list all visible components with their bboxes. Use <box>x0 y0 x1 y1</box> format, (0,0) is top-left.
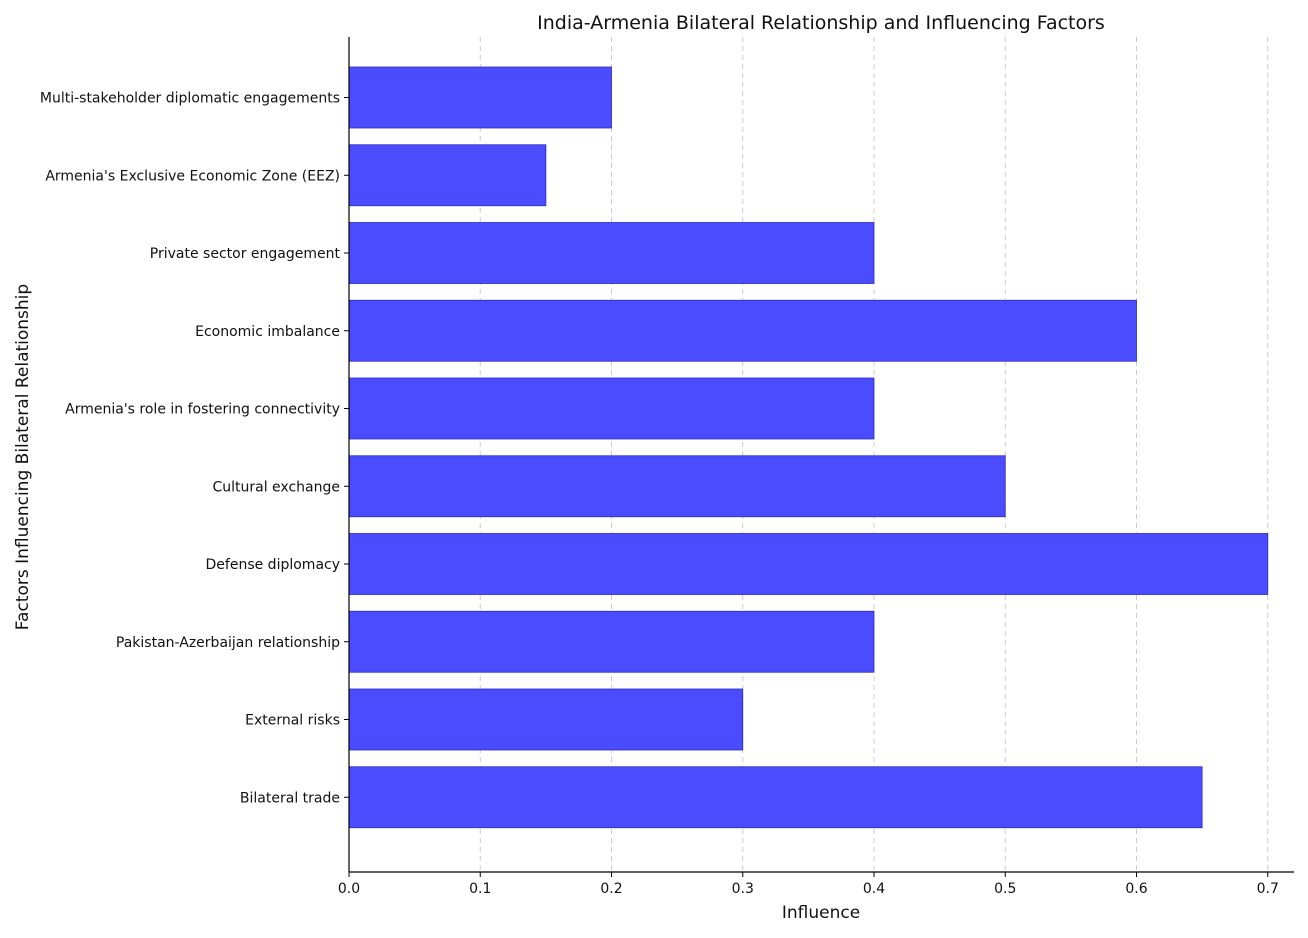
bar <box>348 455 1006 518</box>
y-tick-label: Cultural exchange <box>212 479 340 495</box>
grid-layer <box>479 37 1269 872</box>
x-tick-label: 0.0 <box>338 881 360 897</box>
y-tick-label: Multi-stakeholder diplomatic engagements <box>40 91 340 107</box>
bar <box>348 766 1203 829</box>
y-tick-label: Bilateral trade <box>240 790 340 806</box>
x-tick-label: 0.6 <box>1125 881 1147 897</box>
y-tick-label: External risks <box>245 713 340 729</box>
y-tick-label: Armenia's Exclusive Economic Zone (EEZ) <box>45 168 340 184</box>
bar <box>348 377 875 440</box>
y-tick-label: Defense diplomacy <box>206 557 340 573</box>
y-tick-label: Armenia's role in fostering connectivity <box>65 402 340 418</box>
x-tick-label: 0.3 <box>732 881 754 897</box>
bar <box>348 66 612 129</box>
y-tick-label: Economic imbalance <box>195 324 340 340</box>
bar <box>348 299 1137 362</box>
bars-layer <box>348 66 1269 829</box>
bar <box>348 688 744 751</box>
y-axis-label: Factors Influencing Bilateral Relationsh… <box>13 284 33 630</box>
x-tick-label: 0.2 <box>600 881 622 897</box>
x-tick-label: 0.5 <box>994 881 1016 897</box>
bar <box>348 222 875 284</box>
x-axis-label: Influence <box>782 903 860 923</box>
chart-title: India-Armenia Bilateral Relationship and… <box>537 12 1105 34</box>
ticks-layer: Bilateral trade External risks Pakistan-Az… <box>40 91 1279 898</box>
bar <box>348 144 547 207</box>
x-tick-label: 0.7 <box>1257 881 1279 897</box>
x-tick-label: 0.1 <box>469 881 491 897</box>
bar <box>348 533 1269 595</box>
bar <box>348 610 875 673</box>
y-tick-label: Pakistan-Azerbaijan relationship <box>116 635 340 651</box>
x-tick-label: 0.4 <box>863 881 885 897</box>
y-tick-label: Private sector engagement <box>150 246 341 262</box>
